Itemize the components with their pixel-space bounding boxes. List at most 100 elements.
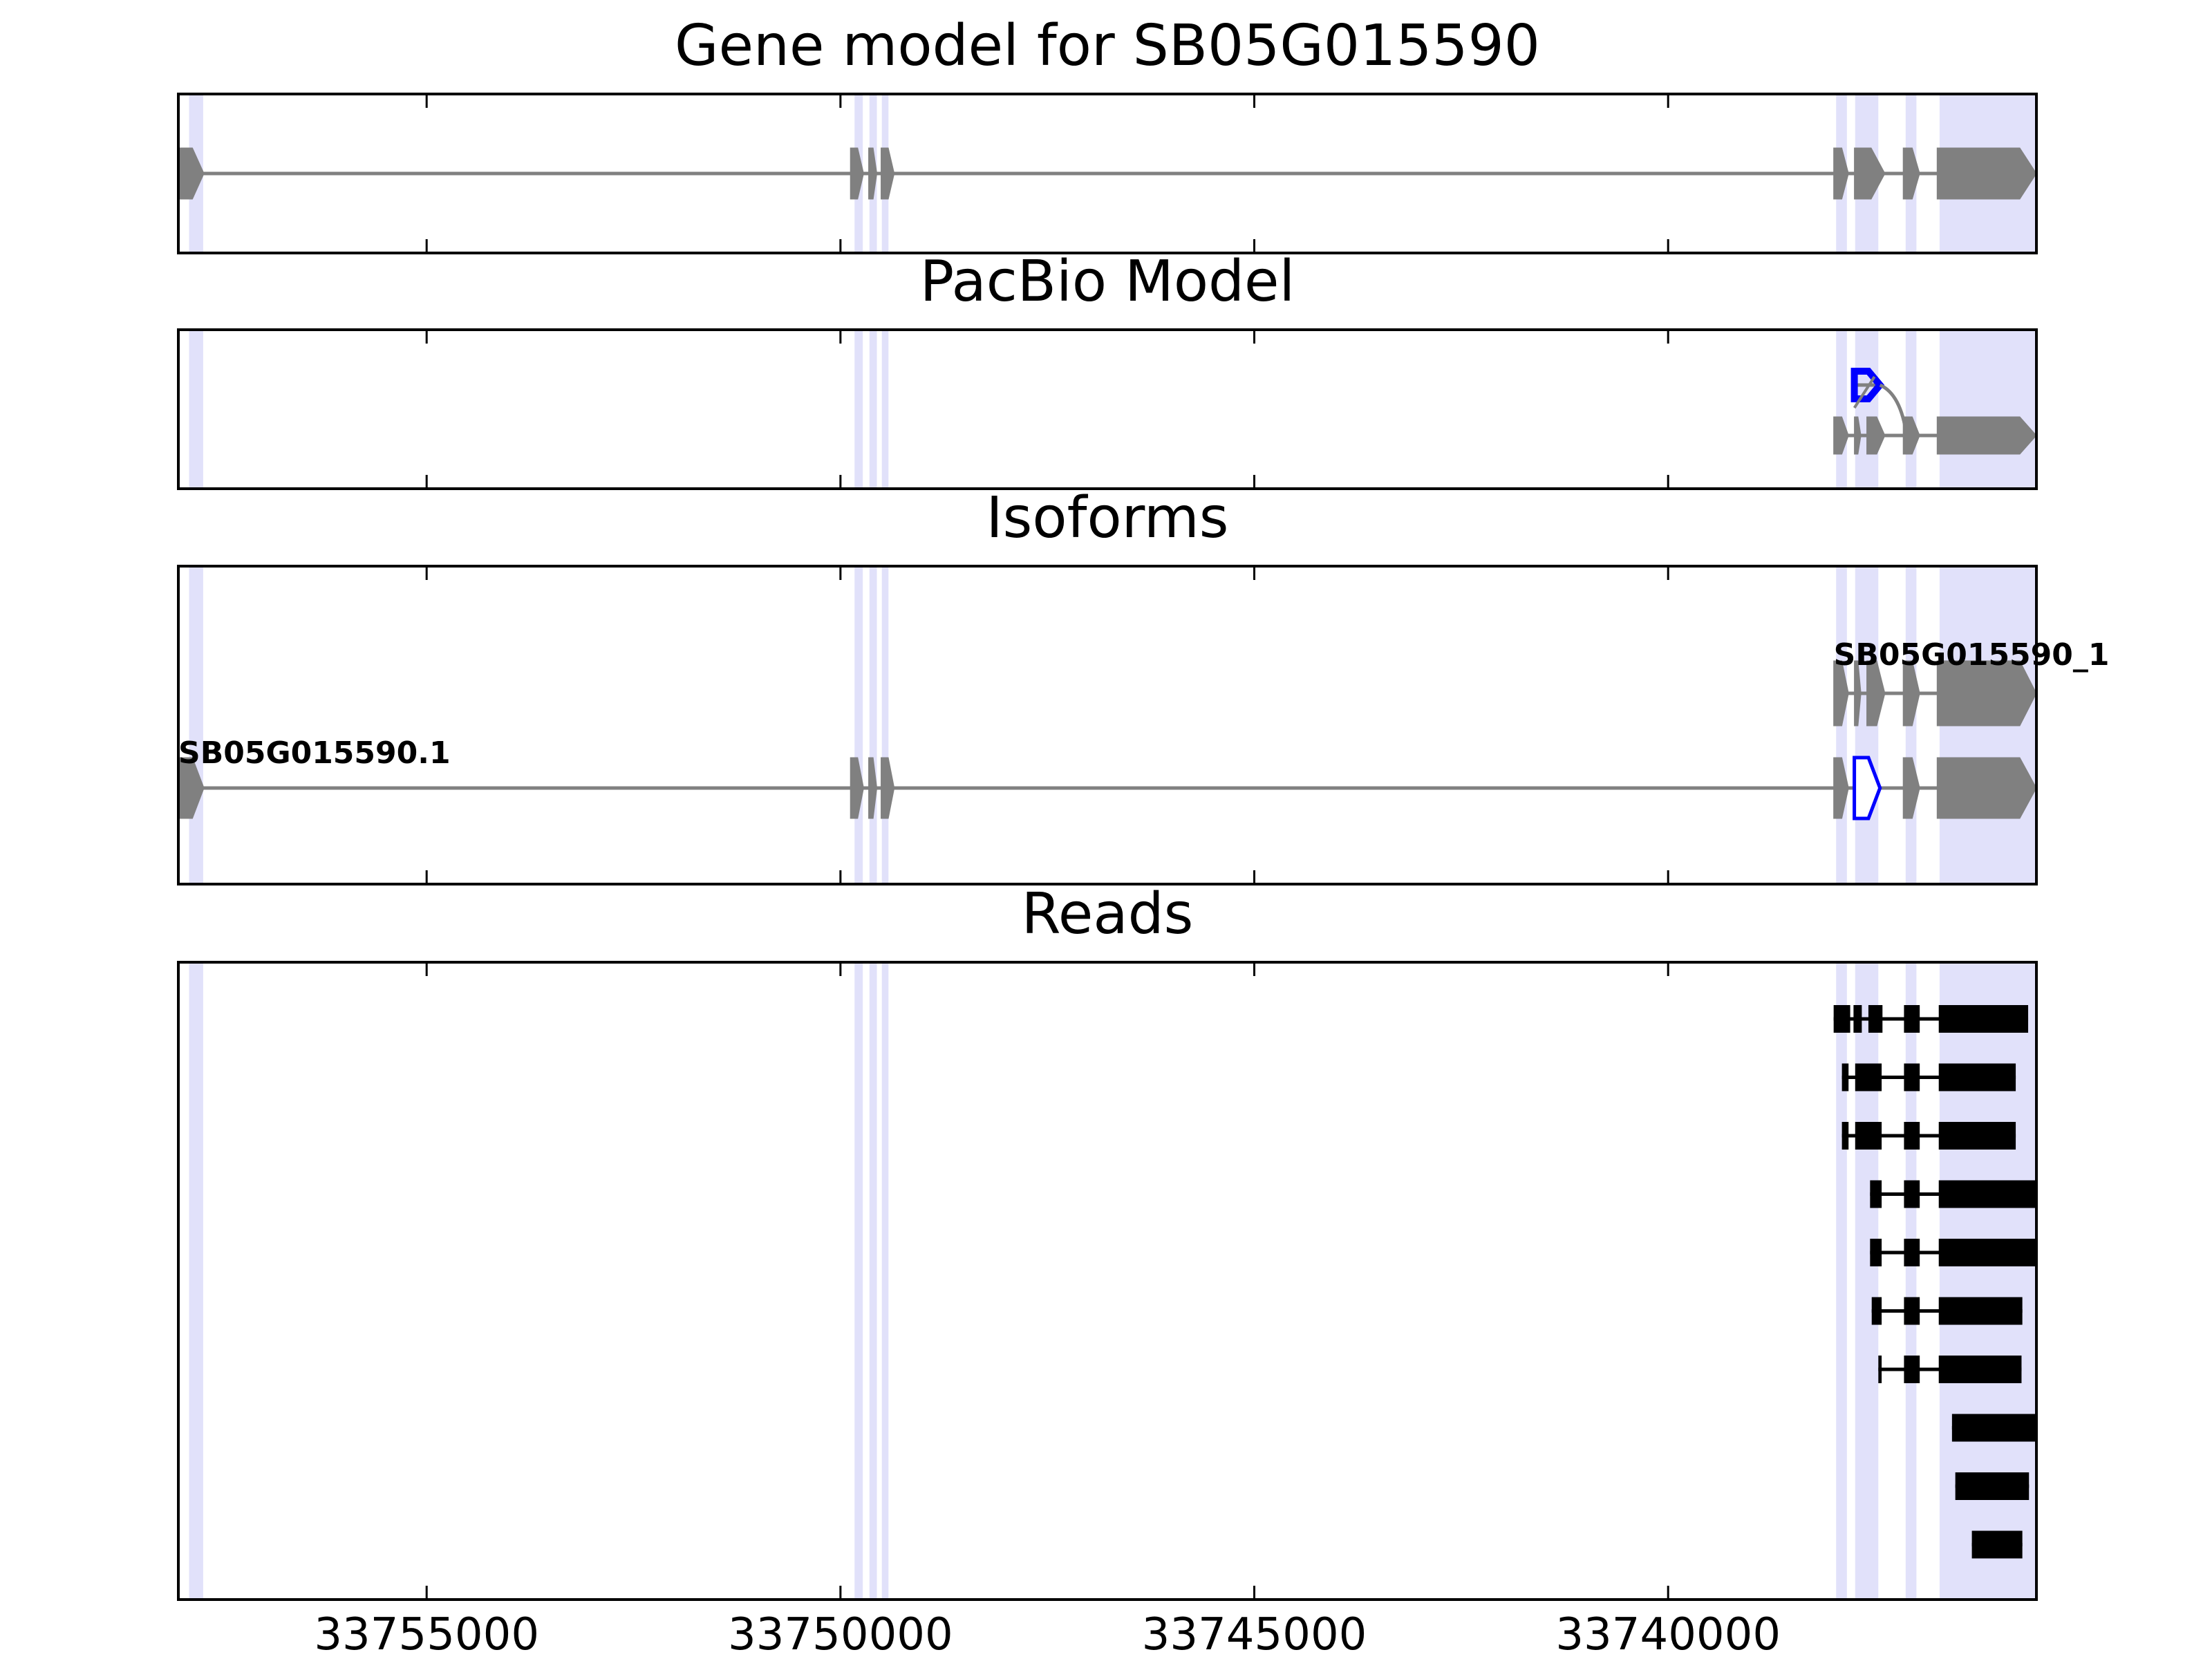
axes-frame [177, 961, 2038, 1601]
exon [1833, 416, 1849, 455]
exon [1936, 757, 2037, 819]
highlight-region [869, 566, 877, 884]
highlight-region [1939, 962, 2036, 1600]
read-2 [1841, 1063, 2016, 1091]
exon [881, 757, 895, 819]
highlight-region [854, 962, 863, 1600]
exon [1833, 757, 1849, 819]
read-block [1904, 1063, 1920, 1091]
highlight-region [1905, 962, 1917, 1600]
x-tick-label: 33750000 [728, 1609, 953, 1659]
exon [1902, 416, 1920, 455]
exon [868, 757, 878, 819]
highlight-region [869, 330, 877, 489]
exon-outline [1850, 368, 1885, 402]
read-4 [1870, 1180, 2036, 1208]
axes-frame [177, 93, 2038, 254]
highlight-region [189, 330, 203, 489]
exon [1854, 660, 1862, 727]
read-6 [1871, 1297, 2023, 1325]
highlight-region [854, 330, 863, 489]
read-block [1955, 1472, 2030, 1500]
read-block [1855, 1063, 1882, 1091]
exon [1854, 416, 1862, 455]
exon [1833, 147, 1849, 200]
read-block [1841, 1122, 1849, 1150]
highlight-region [1855, 330, 1879, 489]
axes-frame [177, 565, 2038, 885]
highlight-region [189, 566, 203, 884]
highlight-region [1939, 330, 2036, 489]
exon [1833, 660, 1849, 727]
panel-title: PacBio Model [920, 249, 1295, 315]
isoform-label: SB05G015590.1 [178, 735, 451, 771]
read-block [1938, 1180, 2036, 1208]
read-block [1904, 1122, 1920, 1150]
highlight-region [881, 962, 889, 1600]
highlight-region [881, 566, 889, 884]
axes-frame [177, 328, 2038, 490]
read-block [1904, 1005, 1920, 1033]
connector-curve [1879, 383, 1909, 436]
x-tick-label: 33755000 [314, 1609, 539, 1659]
read-block [1868, 1005, 1883, 1033]
read-block [1871, 1297, 1882, 1325]
isoform-label: SB05G015590_1 [1834, 637, 2110, 673]
exon [1936, 660, 2037, 727]
panel-title: Isoforms [986, 485, 1229, 551]
panel-title: Gene model for SB05G015590 [675, 13, 1540, 79]
highlight-region [869, 962, 877, 1600]
panel-2: PacBio Model [177, 249, 2038, 490]
read-block [1938, 1297, 2023, 1325]
x-tick-label: 33745000 [1142, 1609, 1367, 1659]
highlight-region [1855, 962, 1879, 1600]
read-block [1951, 1414, 2036, 1442]
exon [868, 147, 878, 200]
exon [1866, 416, 1886, 455]
exon [1902, 660, 1920, 727]
read-block [1938, 1356, 2022, 1383]
exon [1902, 147, 1920, 200]
read-block [1870, 1180, 1882, 1208]
read-block [1878, 1356, 1882, 1383]
exon [1902, 757, 1920, 819]
read-block [1904, 1297, 1920, 1325]
read-1 [1833, 1005, 2029, 1033]
read-9 [1955, 1472, 2030, 1500]
connector-line [1853, 375, 1876, 409]
exon [850, 147, 864, 200]
read-block [1904, 1356, 1920, 1383]
read-10 [1971, 1530, 2023, 1559]
highlighted-exon [1853, 756, 1882, 821]
highlight-region [1905, 330, 1917, 489]
panel-3: Isoforms SB05G015590_1 SB05G015590.1 [177, 485, 2110, 885]
read-5 [1870, 1239, 2036, 1266]
exon [1854, 147, 1886, 200]
read-3 [1841, 1122, 2016, 1150]
read-block [1938, 1239, 2036, 1266]
highlight-region [189, 962, 203, 1600]
read-block [1938, 1005, 2029, 1033]
read-block [1938, 1122, 2016, 1150]
read-block [1904, 1180, 1920, 1208]
highlight-region [854, 566, 863, 884]
highlight-region [1836, 962, 1847, 1600]
panel-1: Gene model for SB05G015590 [177, 13, 2038, 254]
exon [1936, 416, 2037, 455]
read-block [1853, 1005, 1862, 1033]
panel-title: Reads [1022, 881, 1194, 947]
read-block [1971, 1530, 2023, 1559]
exon [850, 757, 864, 819]
read-block [1870, 1239, 1882, 1266]
panel-4: Reads 33755000 33750000 33745000 33740000 [177, 881, 2038, 1659]
exon [1936, 147, 2037, 200]
highlight-region [1836, 330, 1847, 489]
read-7 [1878, 1356, 2022, 1383]
exon [1866, 660, 1886, 727]
read-block [1855, 1122, 1882, 1150]
read-block [1938, 1063, 2016, 1091]
read-block [1841, 1063, 1849, 1091]
highlight-region [881, 330, 889, 489]
read-block [1833, 1005, 1850, 1033]
read-block [1904, 1239, 1920, 1266]
